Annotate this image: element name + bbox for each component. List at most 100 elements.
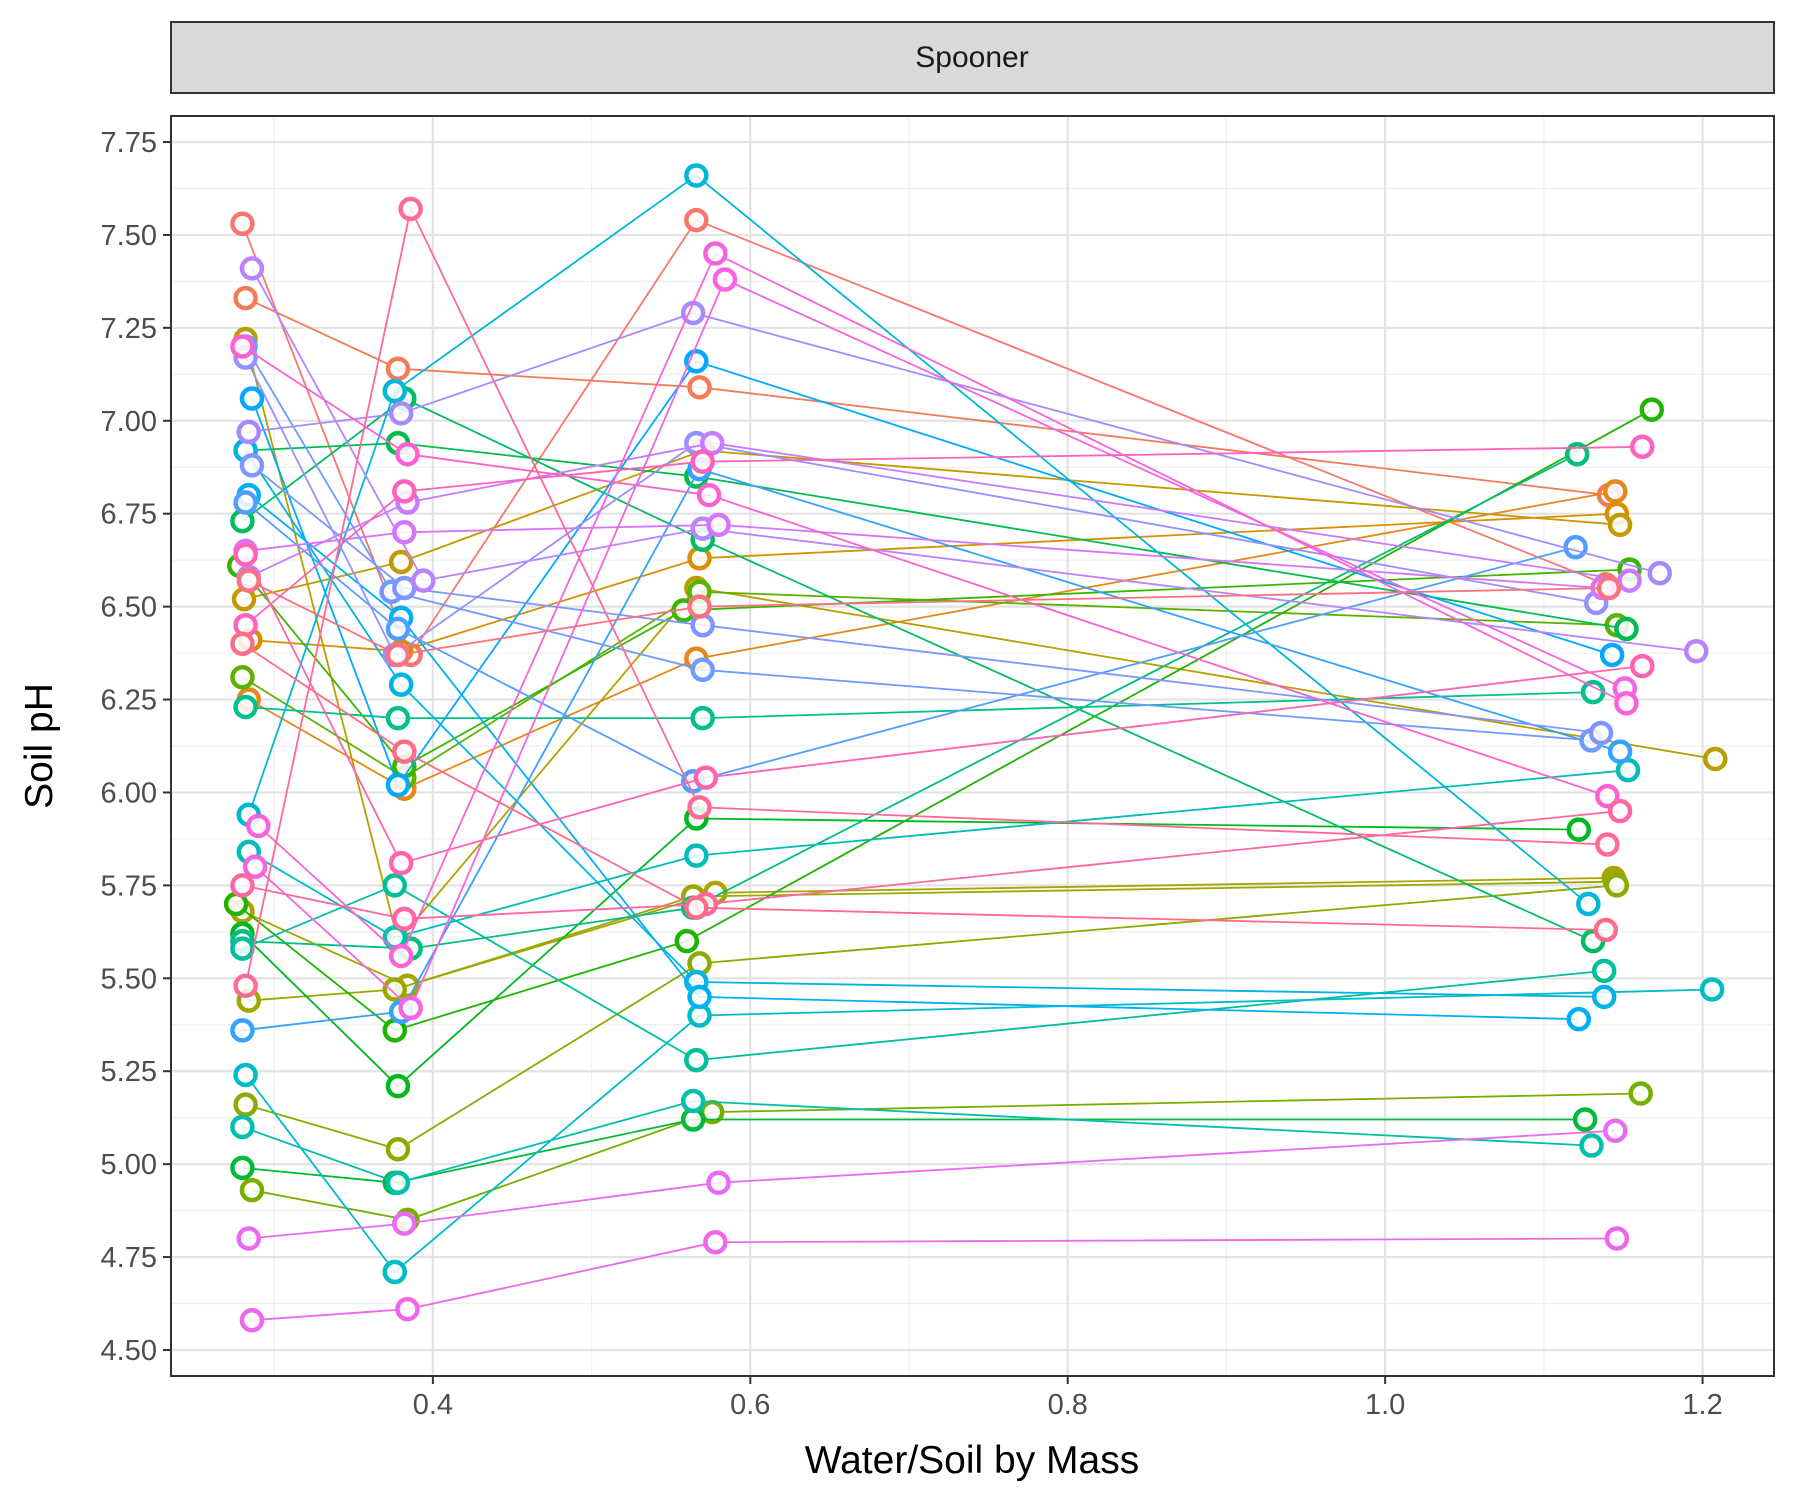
data-point <box>680 1088 706 1114</box>
series-line <box>248 1129 1616 1240</box>
data-point <box>385 1137 411 1162</box>
y-tick-label: 7.00 <box>101 406 157 438</box>
data-point <box>703 241 728 266</box>
series-21 <box>230 1088 1604 1195</box>
grid-lines <box>171 116 1774 1376</box>
data-point <box>1588 720 1614 746</box>
data-point <box>703 1229 728 1255</box>
data-point <box>388 850 414 876</box>
data-point <box>712 267 738 292</box>
data-point <box>392 906 417 932</box>
series-line <box>244 357 1597 657</box>
data-point <box>239 1307 265 1333</box>
data-point <box>239 453 265 478</box>
data-point <box>230 873 255 898</box>
data-point <box>706 512 731 538</box>
series-38 <box>239 1226 1630 1333</box>
series-line <box>248 769 1629 939</box>
data-point <box>395 441 420 467</box>
y-tick-label: 7.25 <box>101 313 157 345</box>
data-point <box>1604 1226 1630 1251</box>
data-point <box>388 672 414 697</box>
data-point <box>1607 512 1633 538</box>
series-line <box>242 468 1621 1032</box>
series-line <box>238 565 1630 768</box>
series-line <box>248 312 1660 575</box>
series-45 <box>233 196 1620 998</box>
data-point <box>696 482 722 508</box>
data-point <box>1607 798 1633 824</box>
data-point <box>239 1177 265 1203</box>
data-point <box>1614 691 1639 716</box>
data-point <box>233 285 258 311</box>
data-point <box>382 977 408 1002</box>
data-point <box>398 196 423 222</box>
axes: 0.4 0.6 0.8 1.0 1.2 4.50 4.75 5.00 5.25 5.50 5.75 6… <box>101 127 1723 1421</box>
data-point <box>699 430 725 456</box>
data-point <box>1603 1118 1628 1143</box>
series-line <box>242 810 1621 920</box>
data-point <box>690 657 715 683</box>
data-point <box>1566 817 1592 842</box>
data-point <box>684 895 709 920</box>
y-axis-title: Soil pH <box>18 683 61 809</box>
y-tick-label: 5.25 <box>101 1056 157 1088</box>
series-line <box>245 523 1603 589</box>
data-point <box>385 1170 411 1195</box>
data-point <box>690 449 715 474</box>
data-point <box>395 1296 420 1322</box>
data-point <box>684 1047 709 1073</box>
series-line <box>241 397 1594 942</box>
data-point <box>230 664 255 690</box>
series-line <box>245 884 1617 1151</box>
series-22 <box>236 757 1641 950</box>
series-line <box>241 817 1579 1088</box>
data-point <box>382 378 408 404</box>
data-point <box>1703 746 1728 772</box>
data-point <box>1580 679 1606 705</box>
data-point <box>233 1062 258 1088</box>
series-34 <box>239 256 1709 664</box>
series-line <box>250 512 1617 653</box>
series-line <box>244 554 1643 865</box>
y-tick-label: 7.50 <box>101 220 157 252</box>
data-point <box>230 334 255 359</box>
data-point <box>687 795 712 820</box>
y-tick-label: 4.75 <box>101 1242 157 1274</box>
data-point <box>706 1170 731 1195</box>
series-line <box>242 884 1605 1062</box>
series-line <box>245 501 1576 783</box>
data-point <box>385 772 411 798</box>
series-line <box>251 464 1602 734</box>
series-line <box>251 1237 1617 1322</box>
data-point <box>385 616 411 642</box>
data-point <box>1566 1006 1592 1032</box>
data-point <box>1630 653 1655 679</box>
x-tick-label: 0.4 <box>413 1389 453 1421</box>
series-line <box>248 490 1616 790</box>
y-tick-label: 6.50 <box>101 592 157 624</box>
series-47 <box>236 568 1622 668</box>
data-point <box>693 765 719 790</box>
series-line <box>241 345 1608 798</box>
series-line <box>247 174 1589 905</box>
series-43 <box>233 542 1655 876</box>
y-tick-label: 7.75 <box>101 127 157 159</box>
data-point <box>684 207 709 233</box>
data-point <box>1593 917 1619 943</box>
series-line <box>244 988 1713 1274</box>
series-line <box>245 442 1627 630</box>
series-40 <box>246 241 1639 969</box>
data-point <box>684 163 709 188</box>
data-point <box>233 973 258 998</box>
data-point <box>236 568 262 593</box>
data-point <box>230 211 255 237</box>
data-point <box>411 568 436 593</box>
data-point <box>239 386 265 411</box>
series-line <box>257 252 1627 958</box>
series-line <box>245 445 1643 626</box>
data-point <box>1614 616 1639 642</box>
data-point <box>388 943 414 969</box>
